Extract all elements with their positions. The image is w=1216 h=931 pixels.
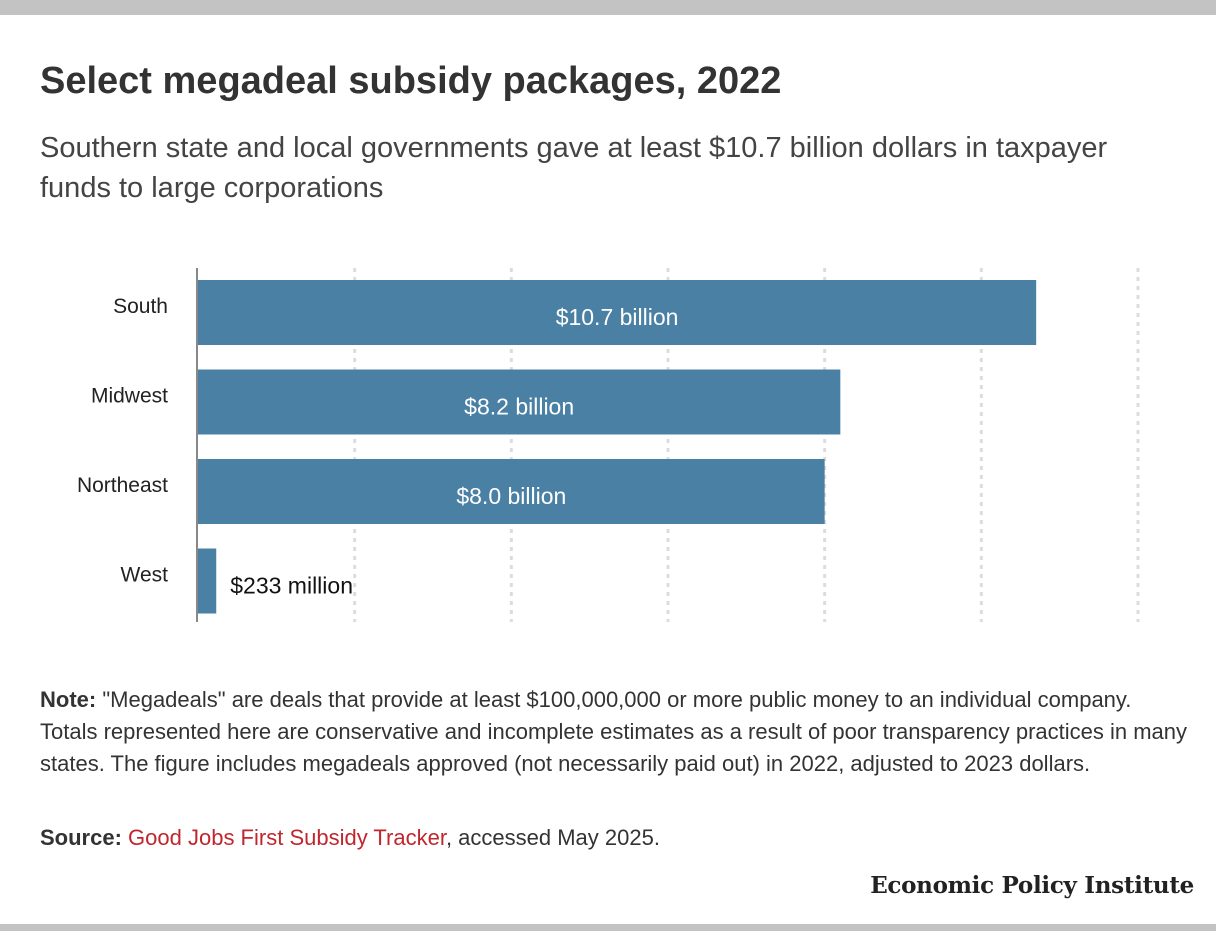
data-label: $8.0 billion [456,483,566,509]
category-label: Northeast [77,474,168,497]
category-label: West [121,564,169,587]
bar [198,459,825,524]
top-frame-bar [0,0,1216,15]
bar-chart: South $10.7 billion Midwest $8.2 billion Nor… [77,268,1140,622]
chart-source: Source: Good Jobs First Subsidy Tracker,… [40,822,1190,854]
source-after: , accessed May 2025. [445,825,660,850]
category-label: South [113,295,168,318]
chart-note: Note: "Megadeals" are deals that provide… [40,684,1190,780]
note-text: "Megadeals" are deals that provide at le… [40,687,1188,776]
bottom-frame-bar [0,924,1216,931]
chart-subtitle: Southern state and local governments gav… [40,132,1108,204]
chart-title: Select megadeal subsidy packages, 2022 [40,60,782,102]
category-label: Midwest [91,385,168,408]
bar [198,369,841,435]
source-link[interactable]: Good Jobs First Subsidy Tracker [128,825,446,850]
note-label: Note: [40,687,97,712]
data-label: $8.2 billion [464,394,574,420]
source-label: Source: [40,825,122,850]
brand-wordmark: Economic Policy Institute [870,872,1194,899]
data-label: $10.7 billion [556,304,679,330]
bar [198,280,1037,345]
data-label: $233 million [230,573,353,599]
bar [198,548,217,614]
